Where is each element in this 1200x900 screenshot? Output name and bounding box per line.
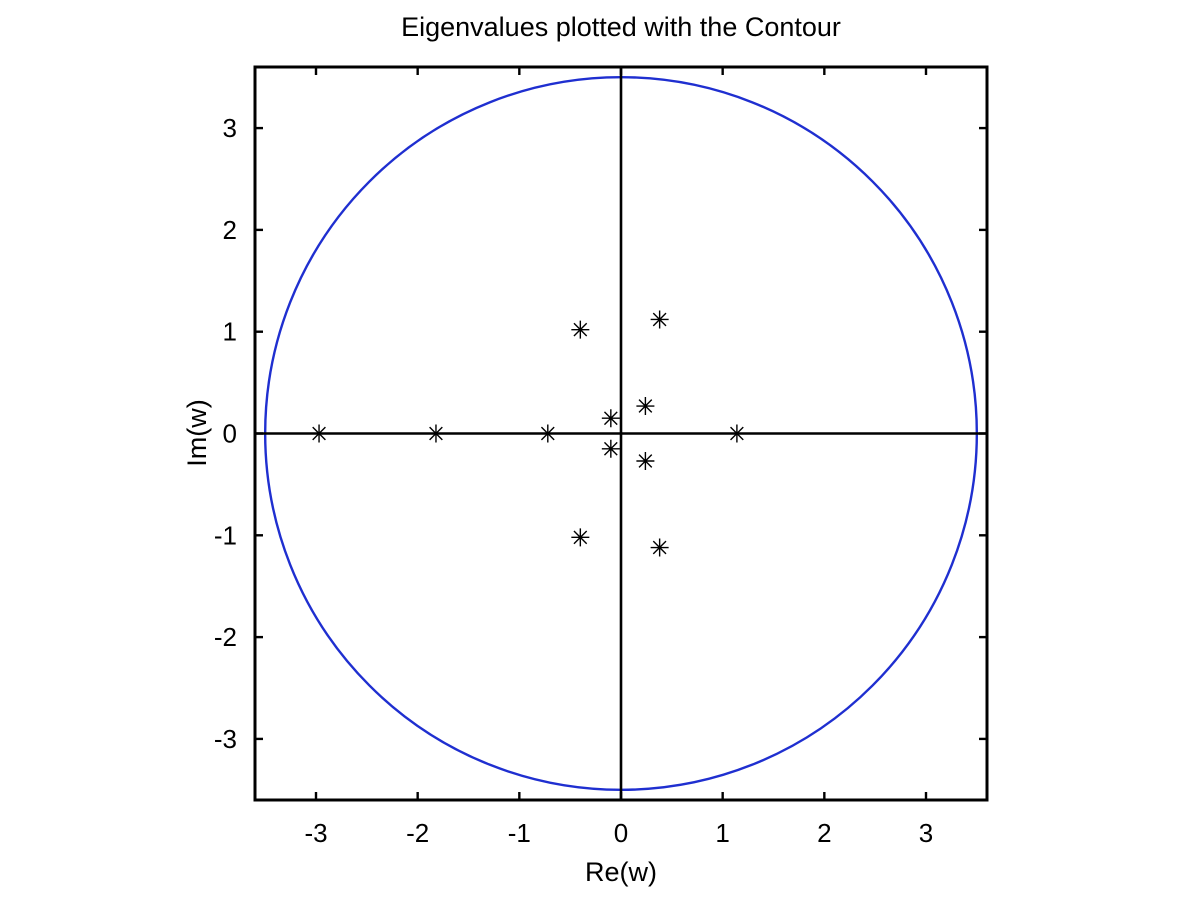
x-tick-label: 2 [817, 818, 831, 848]
eigenvalue-point [636, 397, 655, 416]
y-tick-label: -2 [214, 622, 237, 652]
eigenvalue-point [571, 528, 590, 547]
chart-title: Eigenvalues plotted with the Contour [401, 12, 841, 42]
x-tick-label: -3 [304, 818, 327, 848]
y-tick-label: 3 [223, 113, 237, 143]
eigenvalue-point [426, 424, 445, 443]
x-axis-label: Re(w) [585, 857, 657, 887]
y-tick-label: -3 [214, 724, 237, 754]
plot-area: -3 -2 -1 0 1 2 3 -3 -2 -1 0 1 2 3 [214, 65, 989, 848]
x-tick-label: 0 [614, 818, 628, 848]
eigenvalue-point [727, 424, 746, 443]
y-tick-label: 0 [223, 419, 237, 449]
x-tick-label: -2 [406, 818, 429, 848]
eigenvalue-point [650, 538, 669, 557]
plot-frame [253, 65, 989, 802]
y-tick-label: 1 [223, 317, 237, 347]
eigenvalue-point [310, 424, 329, 443]
eigenvalue-point [571, 320, 590, 339]
x-tick-label: 3 [919, 818, 933, 848]
eigenvalue-point [650, 310, 669, 329]
y-tick-label: -1 [214, 520, 237, 550]
eigenvalue-point [538, 424, 557, 443]
eigenvalue-point [636, 451, 655, 470]
y-axis-label: Im(w) [182, 399, 212, 466]
eigenvalue-point [601, 409, 620, 428]
y-tick-label: 2 [223, 215, 237, 245]
x-tick-label: -1 [508, 818, 531, 848]
x-tick-label: 1 [715, 818, 729, 848]
eigenvalue-point [601, 439, 620, 458]
